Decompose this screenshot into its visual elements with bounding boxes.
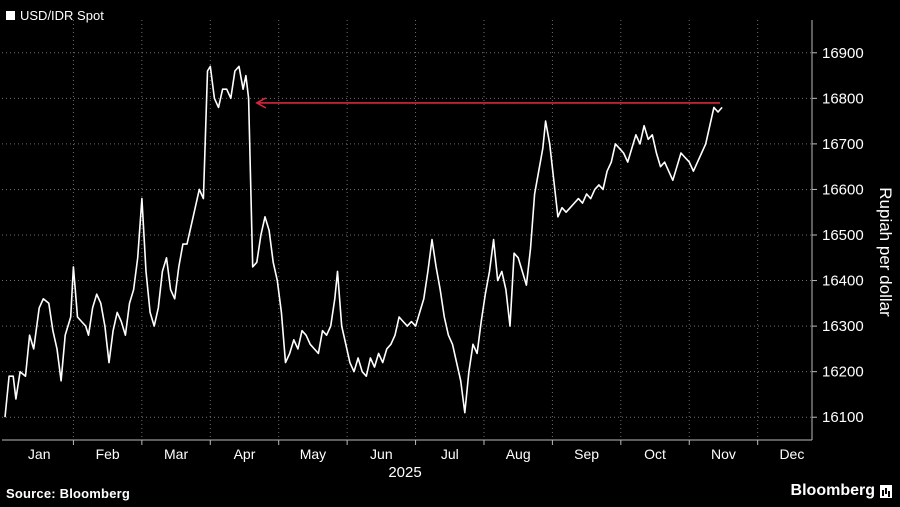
series-line <box>4 65 723 418</box>
brand-name: Bloomberg <box>790 482 875 499</box>
x-tick-label: Oct <box>644 446 666 462</box>
y-tick-label: 16100 <box>822 409 864 426</box>
arrow-head <box>255 97 267 109</box>
source-note: Source: Bloomberg <box>6 486 131 501</box>
legend-swatch <box>6 11 15 20</box>
y-tick-label: 16300 <box>822 318 864 335</box>
x-tick-label: May <box>300 446 326 462</box>
y-tick-label: 16600 <box>822 181 864 198</box>
x-tick-label: Dec <box>779 446 804 462</box>
y-tick-label: 16500 <box>822 227 864 244</box>
y-tick-label: 16900 <box>822 45 864 62</box>
x-tick-label: Feb <box>96 446 120 462</box>
x-tick-label: Jun <box>370 446 393 462</box>
x-tick-label: Jul <box>441 446 459 462</box>
x-tick-label: Mar <box>164 446 188 462</box>
legend: USD/IDR Spot <box>6 8 104 23</box>
bar-chart-icon <box>880 484 892 498</box>
y-tick-label: 16800 <box>822 90 864 107</box>
x-axis-title: 2025 <box>388 464 421 481</box>
y-tick-label: 16400 <box>822 273 864 290</box>
chart-grid <box>2 20 812 440</box>
y-axis-title: Rupiah per dollar <box>876 187 895 317</box>
x-tick-label: Nov <box>711 446 736 462</box>
brand-logo: Bloomberg <box>791 482 892 500</box>
x-axis: Jan Feb Mar Apr May Jun Jul Aug Sep Oct Nov Dec <box>2 439 812 462</box>
y-axis: 16100 16200 16300 16400 16500 16600 16700 16800… <box>811 20 864 440</box>
x-tick-label: Aug <box>506 446 531 462</box>
chart-series <box>4 65 723 418</box>
x-tick-label: Jan <box>28 446 51 462</box>
y-tick-label: 16200 <box>822 364 864 381</box>
x-tick-label: Sep <box>574 446 599 462</box>
y-tick-label: 16700 <box>822 136 864 153</box>
chart-annotations <box>255 97 721 109</box>
x-tick-label: Apr <box>234 446 256 462</box>
legend-label: USD/IDR Spot <box>20 8 104 23</box>
